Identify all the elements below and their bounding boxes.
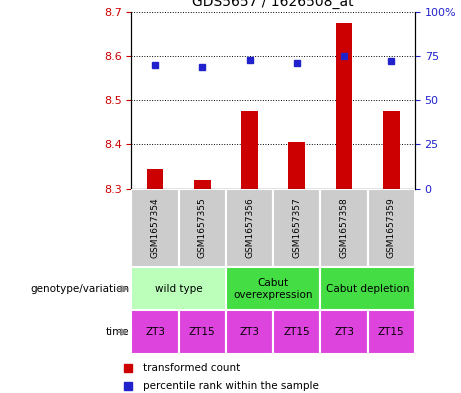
Bar	[178, 310, 226, 354]
Text: GSM1657356: GSM1657356	[245, 198, 254, 258]
Bar	[226, 189, 273, 267]
Text: genotype/variation: genotype/variation	[30, 284, 129, 294]
Bar	[320, 267, 415, 310]
Bar	[320, 310, 367, 354]
Text: ZT3: ZT3	[240, 327, 260, 337]
Bar	[226, 310, 273, 354]
Bar	[273, 310, 320, 354]
Text: ZT15: ZT15	[378, 327, 405, 337]
Text: GSM1657355: GSM1657355	[198, 198, 207, 258]
Text: percentile rank within the sample: percentile rank within the sample	[142, 381, 319, 391]
Text: Cabut
overexpression: Cabut overexpression	[233, 278, 313, 299]
Bar	[336, 23, 352, 189]
Text: transformed count: transformed count	[142, 363, 240, 373]
Text: Cabut depletion: Cabut depletion	[326, 284, 409, 294]
Bar	[194, 180, 211, 189]
Text: GSM1657357: GSM1657357	[292, 198, 301, 258]
Text: ZT15: ZT15	[189, 327, 216, 337]
Bar	[131, 267, 226, 310]
Bar	[273, 189, 320, 267]
Bar	[178, 189, 226, 267]
Bar	[226, 267, 320, 310]
Bar	[289, 142, 305, 189]
Text: GSM1657359: GSM1657359	[387, 198, 396, 258]
Text: GSM1657358: GSM1657358	[339, 198, 349, 258]
Text: wild type: wild type	[155, 284, 202, 294]
Bar	[383, 111, 400, 189]
Bar	[368, 189, 415, 267]
Text: ZT3: ZT3	[145, 327, 165, 337]
Bar	[320, 189, 367, 267]
Text: time: time	[106, 327, 129, 337]
Title: GDS5657 / 1626508_at: GDS5657 / 1626508_at	[192, 0, 354, 9]
Text: ZT3: ZT3	[334, 327, 354, 337]
Bar	[131, 310, 178, 354]
Text: ZT15: ZT15	[284, 327, 310, 337]
Bar	[147, 169, 163, 189]
Bar	[241, 111, 258, 189]
Bar	[368, 310, 415, 354]
Bar	[131, 189, 178, 267]
Text: GSM1657354: GSM1657354	[150, 198, 160, 258]
